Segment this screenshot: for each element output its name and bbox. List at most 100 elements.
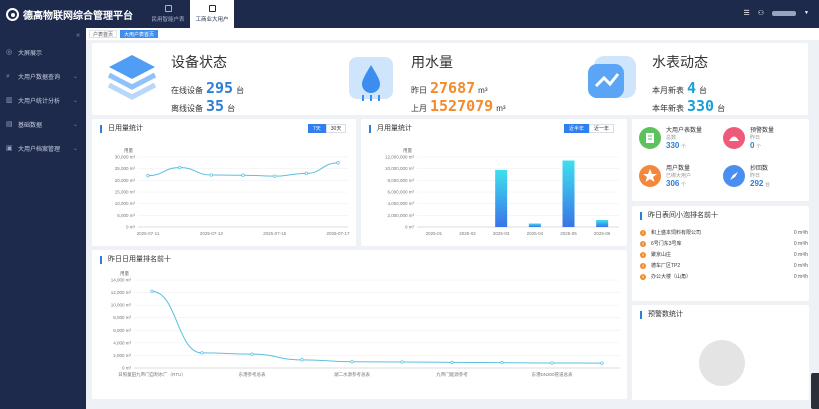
small-flow-rank-title: 昨日表间小泡排名前十	[640, 212, 718, 220]
monitor-icon: ◎	[6, 48, 13, 56]
data-point	[178, 165, 182, 170]
x-tick-label: 九帝门能源参考	[436, 371, 468, 378]
yesterday-usage: 27687	[430, 79, 476, 97]
rank-number: 5	[640, 273, 646, 280]
user-name[interactable]	[772, 10, 797, 16]
alarm-stats-panel: 预警数统计	[632, 305, 809, 400]
x-tick-label: 2025-06	[594, 231, 611, 236]
chevron-down-icon: ⌄	[72, 97, 78, 104]
stat-value: 306	[666, 179, 680, 188]
water-usage-title: 用水量	[411, 54, 453, 70]
breadcrumb-tab-commercial[interactable]: 大用户表首页	[120, 30, 159, 38]
range-30-days-button[interactable]: 30天	[325, 124, 347, 133]
x-tick-label: 2025-07-17	[326, 231, 350, 236]
sidebar-item-base-data[interactable]: ▤ 基础数据 ⌄	[0, 113, 86, 135]
x-tick-label: 东港参考总表	[239, 371, 266, 378]
breadcrumb: 户表首页 大用户表首页	[86, 28, 819, 40]
rank-value: 0 m³/h	[793, 240, 808, 247]
unit: 台	[699, 86, 708, 95]
rank-value: 0 m³/h	[793, 262, 808, 269]
lastmonth-label: 上月	[411, 104, 427, 113]
stat-label: 用户数量	[666, 166, 691, 172]
stat-sub: 昨日	[750, 135, 761, 141]
water-drop-icon	[349, 57, 393, 101]
rank-row: 2 6号门东3号库 0 m³/h	[640, 238, 808, 249]
breadcrumb-tab-home[interactable]: 户表首页	[89, 30, 118, 38]
user-icon[interactable]: ⚇	[757, 10, 765, 17]
y-tick-label: 20,000 m³	[115, 178, 136, 183]
sidebar: « ◎ 大屏展示 ⌕ 大用户数据查询 ⌄ ▥ 大用户统计分析 ⌄ ▤ 基础数据 ⌄ ▣ 大用户档…	[0, 28, 86, 409]
data-point	[304, 171, 308, 175]
y-tick-label: 6,000,000 m³	[387, 190, 414, 195]
range-half-year-button[interactable]: 近半年	[564, 124, 590, 133]
tab-civil-meter[interactable]: 民用智能户表	[146, 0, 190, 28]
compass-icon	[723, 165, 745, 187]
x-tick-label: 2025-07-15	[263, 231, 287, 236]
alarm-stats-title: 预警数统计	[640, 311, 683, 319]
y-axis-title: 用量	[403, 147, 412, 154]
chevron-down-icon[interactable]: ▼	[804, 10, 809, 16]
sidebar-item-label: 大用户档案管理	[18, 146, 61, 153]
stat-alarm-count: 预警数量 昨日 0 个	[723, 127, 774, 151]
online-count: 295	[206, 79, 234, 97]
logo-icon	[6, 8, 19, 21]
bar	[528, 223, 541, 227]
x-tick-label: 日照童田九帝门自制水厂（RTU）	[118, 371, 186, 378]
bar	[495, 169, 508, 227]
tab-commercial-user[interactable]: 工商业大用户	[190, 0, 234, 28]
data-point	[450, 360, 454, 364]
stat-label: 预警数量	[750, 128, 775, 134]
y-tick-label: 10,000 m³	[115, 201, 136, 206]
data-point	[300, 358, 304, 362]
data-point	[550, 361, 554, 365]
monthly-range-toggle: 近半年 近一年	[564, 124, 615, 133]
overview-card: 设备状态 在线设备 295 台 离线设备 35 台 用水量 昨日 27687 m³ 上月 15…	[92, 43, 808, 115]
collapse-menu-icon[interactable]: «	[76, 32, 80, 39]
y-tick-label: 30,000 m³	[115, 155, 136, 160]
rank-number: 4	[640, 262, 646, 269]
y-tick-label: 2,000 m³	[113, 353, 131, 358]
meter-dynamic-title: 水表动态	[652, 54, 708, 70]
side-float-tab[interactable]	[811, 373, 819, 409]
stat-unit: 个	[681, 144, 687, 150]
data-point	[400, 360, 404, 364]
monthly-usage-title: 月用量统计	[369, 125, 412, 133]
tab-civil-meter-label: 民用智能户表	[151, 17, 185, 23]
settings-sliders-icon[interactable]: ☰	[743, 10, 750, 17]
sidebar-item-data-query[interactable]: ⌕ 大用户数据查询 ⌄	[0, 65, 86, 87]
y-tick-label: 14,000 m³	[111, 278, 132, 283]
meter-list-icon	[639, 127, 661, 149]
y-tick-label: 15,000 m³	[115, 190, 136, 195]
year-new-meter-row: 本年新表 330 台	[652, 97, 725, 115]
app-title: 德高物联网综合管理平台	[23, 11, 133, 22]
daily-rank-panel: 昨日日用量排名前十 用量 0 m³ 2,000 m³ 4,000 m³ 6,000 m³…	[92, 250, 627, 399]
y-tick-label: 2,000,000 m³	[387, 213, 414, 218]
year-label: 本年新表	[652, 104, 684, 113]
stat-read-count: 抄回数 昨日 292 台	[723, 165, 770, 189]
x-tick-label: 东港DN300管道总表	[531, 371, 573, 378]
rank-name: 办公大楼（山角）	[651, 274, 692, 280]
empty-pie-chart	[699, 340, 745, 386]
y-tick-label: 25,000 m³	[115, 166, 136, 171]
rank-value: 0 m³/h	[793, 251, 808, 258]
star-icon	[639, 165, 661, 187]
data-point	[350, 360, 354, 364]
stat-label: 抄回数	[750, 166, 769, 172]
range-7-days-button[interactable]: 7天	[308, 124, 326, 133]
yesterday-usage-row: 昨日 27687 m³	[411, 79, 487, 97]
offline-label: 离线设备	[171, 104, 203, 113]
range-one-year-button[interactable]: 近一年	[589, 124, 615, 133]
offline-device-row: 离线设备 35 台	[171, 97, 235, 115]
meter-icon	[165, 5, 172, 12]
unit: m³	[496, 104, 506, 113]
chevron-down-icon: ⌄	[72, 73, 78, 80]
stat-sub: 昨日	[750, 173, 761, 179]
tab-commercial-user-label: 工商业大用户	[195, 17, 229, 23]
month-new-meter-row: 本月新表 4 台	[652, 79, 707, 97]
sidebar-item-statistics[interactable]: ▥ 大用户统计分析 ⌄	[0, 89, 86, 111]
monthly-usage-chart: 用量 0 m³ 2,000,000 m³ 4,000,000 m³ 6,000,000 …	[385, 147, 619, 236]
y-tick-label: 4,000,000 m³	[387, 201, 414, 206]
sidebar-item-dashboard[interactable]: ◎ 大屏展示	[0, 41, 86, 63]
data-point	[200, 351, 204, 355]
sidebar-item-archive[interactable]: ▣ 大用户档案管理 ⌄	[0, 137, 86, 159]
